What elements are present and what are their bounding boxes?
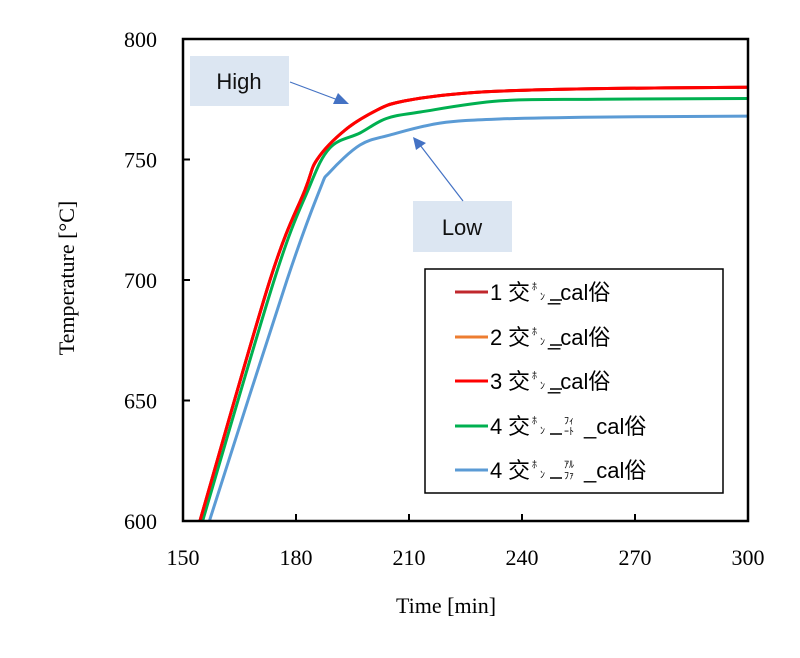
legend-kana-top: ﾎ	[532, 281, 537, 293]
legend-kana-bottom: ﾝ	[540, 470, 545, 481]
legend-tail: _cal俗	[583, 458, 646, 483]
annotation-high-arrowhead-icon	[333, 93, 349, 104]
y-tick-label: 800	[124, 27, 157, 52]
legend-kanji: 交	[508, 369, 530, 394]
legend-kana-top: ﾎ	[532, 370, 537, 382]
legend: 1 交ﾎﾝ _cal俗2 交ﾎﾝ _cal俗3 交ﾎﾝ _cal俗4 交ﾎﾝﾌｨｰﾄ _cal俗…	[424, 268, 724, 494]
series-line-5	[207, 114, 748, 521]
legend-number: 4	[490, 458, 502, 483]
series-line-4	[201, 97, 748, 521]
legend-item: 4 交ﾎﾝ ﾌｨｰﾄ _cal俗	[455, 414, 646, 439]
y-tick-label: 750	[124, 148, 157, 173]
x-tick-label: 180	[280, 545, 313, 570]
legend-item: 2 交ﾎﾝ _cal俗	[455, 325, 610, 350]
x-axis-title: Time [min]	[396, 593, 496, 618]
legend-kana-bottom: ﾝ	[540, 292, 545, 303]
legend-number: 1	[490, 280, 502, 305]
x-tick-label: 270	[619, 545, 652, 570]
legend-sub-bottom: ｰﾄ	[564, 427, 574, 438]
legend-sub-bottom: ﾌｧ	[564, 471, 574, 482]
legend-kanji: 交	[508, 325, 530, 350]
annotation-low-box	[413, 201, 512, 252]
annotation-low-arrowhead-icon	[413, 137, 426, 150]
legend-item: 1 交ﾎﾝ _cal俗	[455, 280, 610, 305]
series-line-3	[198, 85, 748, 521]
legend-number: 3	[490, 369, 502, 394]
annotation-high-box	[190, 56, 289, 106]
legend-kanji: 交	[508, 458, 530, 483]
y-tick-label: 700	[124, 268, 157, 293]
y-tick-label: 600	[124, 509, 157, 534]
legend-kana-top: ﾎ	[532, 415, 537, 427]
annotation-low: Low	[413, 137, 512, 252]
legend-number: 4	[490, 414, 502, 439]
x-tick-label: 210	[393, 545, 426, 570]
y-axis-title: Temperature [°C]	[54, 201, 79, 355]
legend-kanji: 交	[508, 414, 530, 439]
tick-labels: 150 180 210 240 270 300 600 650 700 750 800	[124, 27, 765, 570]
annotation-low-label: Low	[442, 215, 482, 240]
axis-ticks	[183, 158, 636, 521]
annotation-high: High	[190, 56, 349, 106]
series-layer	[198, 85, 748, 521]
legend-tail: _cal俗	[583, 414, 646, 439]
annotation-high-label: High	[216, 69, 261, 94]
x-tick-label: 240	[506, 545, 539, 570]
legend-kanji: 交	[508, 280, 530, 305]
legend-sub-top: ｱﾙ	[564, 460, 574, 471]
legend-sub-top: ﾌｨ	[564, 416, 574, 427]
x-tick-label: 300	[732, 545, 765, 570]
legend-kana-bottom: ﾝ	[540, 337, 545, 348]
annotation-high-arrow-line	[289, 81, 339, 101]
legend-tail: _cal俗	[547, 280, 610, 305]
legend-item: 3 交ﾎﾝ _cal俗	[455, 369, 610, 394]
legend-item: 4 交ﾎﾝ ｱﾙﾌｧ _cal俗	[455, 458, 646, 483]
annotation-low-arrow-line	[419, 144, 464, 202]
legend-tail: _cal俗	[547, 325, 610, 350]
legend-kana-bottom: ﾝ	[540, 381, 545, 392]
legend-kana-top: ﾎ	[532, 459, 537, 471]
y-tick-label: 650	[124, 389, 157, 414]
legend-tail: _cal俗	[547, 369, 610, 394]
legend-kana-top: ﾎ	[532, 326, 537, 338]
legend-kana-bottom: ﾝ	[540, 426, 545, 437]
x-tick-label: 150	[167, 545, 200, 570]
legend-number: 2	[490, 325, 502, 350]
